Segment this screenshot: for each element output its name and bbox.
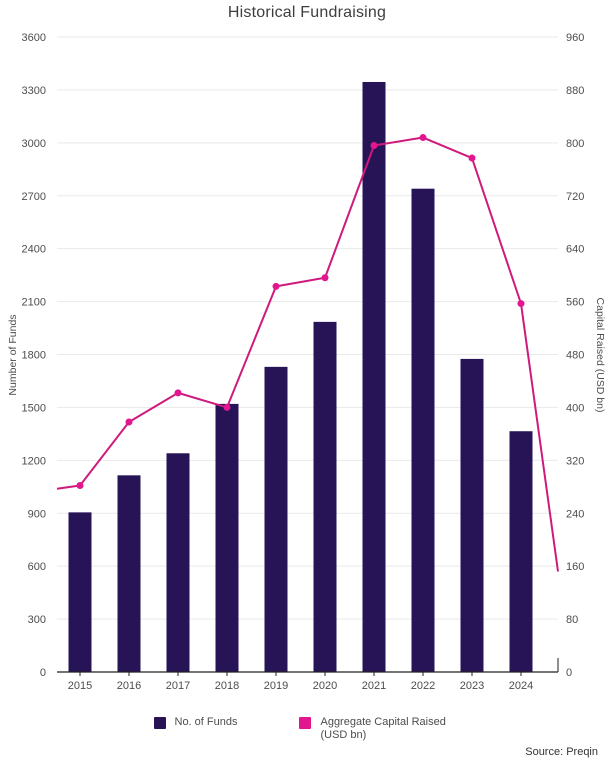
y-axis-right-tick: 960 [566,32,584,44]
legend-label: No. of Funds [174,716,238,728]
bar-2018[interactable] [215,403,239,672]
legend-item-1[interactable]: Aggregate Capital Raised (USD bn) [299,716,460,742]
y-axis-right-tick: 80 [566,614,578,626]
y-axis-right-tick: 880 [566,85,584,97]
y-axis-left-tick: 0 [40,667,46,679]
y-axis-left-tick: 900 [28,508,46,520]
legend-label: Aggregate Capital Raised (USD bn) [320,716,446,741]
x-axis-label-2017: 2017 [166,680,190,692]
x-axis-label-2022: 2022 [411,680,435,692]
marker-2018[interactable] [223,403,231,411]
y-axis-left-tick: 3600 [22,32,46,44]
y-axis-right-tick: 720 [566,191,584,203]
x-axis-label-2018: 2018 [215,680,239,692]
y-axis-left-tick: 600 [28,561,46,573]
y-axis-left-tick: 2400 [22,244,46,256]
bar-2016[interactable] [117,475,141,672]
bar-2023[interactable] [460,358,484,672]
marker-2016[interactable] [125,418,133,426]
y-axis-right-tick: 320 [566,455,584,467]
y-axis-right-tick: 160 [566,561,584,573]
marker-2021[interactable] [370,141,378,149]
x-axis-label-2016: 2016 [117,680,141,692]
legend-swatch-icon [153,717,166,729]
bar-2020[interactable] [313,321,337,672]
x-axis-label-2021: 2021 [362,680,386,692]
y-axis-left-tick: 2700 [22,191,46,203]
bar-2019[interactable] [264,366,288,672]
bar-2024[interactable] [509,431,533,672]
chart-title: Historical Fundraising [227,4,387,21]
x-axis-label-2023: 2023 [460,680,484,692]
x-axis-label-2019: 2019 [264,680,288,692]
line-series [56,136,559,572]
y-axis-right-tick: 640 [566,244,584,256]
bar-2017[interactable] [166,453,190,672]
marker-2023[interactable] [468,154,476,162]
bar-2021[interactable] [362,81,386,672]
y-axis-right-tick: 480 [566,350,584,362]
y-axis-right-tick: 0 [566,667,572,679]
y-axis-left-tick: 1800 [22,350,46,362]
y-axis-left-title: Number of Funds [7,314,19,395]
y-axis-right-title: Capital Raised (USD bn) [594,298,606,413]
y-axis-right-tick: 800 [566,138,584,150]
legend-swatch-icon [299,717,312,729]
y-axis-left-tick: 1500 [22,402,46,414]
y-axis-left-tick: 2100 [22,297,46,309]
y-axis-left-tick: 300 [28,614,46,626]
bar-2022[interactable] [411,188,435,672]
y-axis-right-tick: 560 [566,297,584,309]
marker-2020[interactable] [321,274,329,282]
x-axis-label-2020: 2020 [313,680,337,692]
bar-2015[interactable] [68,512,92,672]
marker-2022[interactable] [419,134,427,142]
source-label: Source: Preqin [525,746,598,758]
chart-legend: No. of Funds Aggregate Capital Raised (US… [0,716,614,742]
y-axis-right-tick: 400 [566,402,584,414]
y-axis-left-tick: 3300 [22,85,46,97]
y-axis-left-tick: 3000 [22,138,46,150]
chart-svg: 0300600900120015001800210024002700300033… [7,32,606,692]
marker-2015[interactable] [76,481,84,489]
legend-item-0[interactable]: No. of Funds [153,716,238,742]
marker-2017[interactable] [174,389,182,397]
marker-2019[interactable] [272,282,280,290]
marker-2024[interactable] [517,300,525,308]
x-axis-label-2024: 2024 [509,680,533,692]
y-axis-left-tick: 1200 [22,455,46,467]
y-axis-right-tick: 240 [566,508,584,520]
x-axis-label-2015: 2015 [68,680,92,692]
